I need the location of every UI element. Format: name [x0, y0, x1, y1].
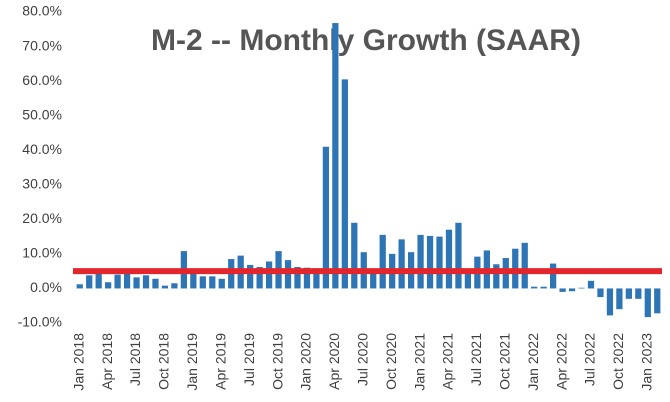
y-tick-label: 20.0%	[22, 210, 62, 226]
bar	[455, 222, 462, 289]
x-tick-label: Oct 2020	[383, 333, 399, 390]
x-tick-label: Oct 2018	[156, 333, 172, 390]
bar	[625, 288, 632, 299]
bar	[114, 274, 121, 289]
x-tick-label: Jan 2019	[184, 333, 200, 391]
bar	[417, 234, 424, 289]
bar	[540, 286, 547, 289]
x-tick-label: Jul 2020	[354, 333, 370, 386]
bar	[521, 242, 528, 289]
x-tick-label: Apr 2019	[212, 333, 228, 390]
x-tick-label: Jul 2018	[127, 333, 143, 386]
bar	[322, 146, 330, 289]
bar	[654, 288, 661, 314]
x-tick-label: Oct 2019	[269, 333, 285, 390]
bar	[95, 273, 102, 289]
x-tick-label: Oct 2022	[610, 333, 626, 390]
bar	[578, 287, 585, 289]
bar	[370, 272, 377, 289]
bar	[341, 79, 348, 289]
y-tick-label: 30.0%	[22, 175, 62, 191]
bar	[265, 261, 273, 289]
bar	[332, 23, 339, 289]
bar	[247, 264, 254, 289]
bar	[199, 276, 206, 289]
x-tick-label: Apr 2018	[99, 333, 115, 390]
x-tick-label: Jan 2018	[70, 333, 86, 391]
bar	[559, 288, 566, 292]
bar	[379, 234, 386, 289]
bar	[152, 278, 159, 289]
bar	[190, 269, 197, 289]
x-tick-label: Jan 2020	[298, 333, 314, 391]
bar	[493, 264, 500, 289]
bar	[426, 235, 434, 289]
bar	[133, 277, 140, 289]
bar	[303, 267, 311, 289]
y-tick-label: 10.0%	[22, 245, 62, 261]
bar	[436, 236, 443, 289]
bar	[294, 267, 301, 289]
x-tick-label: Jan 2023	[639, 333, 655, 391]
x-tick-label: Jul 2022	[582, 333, 598, 386]
x-tick-label: Jan 2022	[525, 333, 541, 391]
y-tick-label: -10.0%	[18, 314, 62, 330]
y-tick-label: 60.0%	[22, 72, 62, 88]
y-tick-label: 80.0%	[22, 3, 62, 19]
x-tick-label: Apr 2022	[553, 333, 569, 390]
y-tick-label: 40.0%	[22, 141, 62, 157]
bar	[86, 275, 93, 289]
x-tick-label: Oct 2021	[496, 333, 512, 390]
bar	[531, 286, 538, 289]
bar	[587, 280, 595, 289]
bar	[606, 288, 614, 316]
bar	[218, 278, 225, 289]
bar	[351, 222, 358, 289]
bar	[105, 282, 112, 289]
bar	[635, 288, 642, 299]
bar	[123, 272, 131, 289]
bar	[644, 288, 651, 318]
bar	[256, 267, 263, 289]
bar	[398, 239, 405, 289]
bar	[549, 263, 557, 289]
bar	[284, 260, 292, 289]
x-tick-label: Apr 2021	[440, 333, 456, 390]
x-tick-label: Apr 2020	[326, 333, 342, 390]
bar	[616, 288, 623, 310]
chart-title: M-2 -- Monthly Growth (SAAR)	[151, 24, 581, 57]
bar	[209, 276, 216, 289]
x-tick-label: Jul 2019	[241, 333, 257, 386]
y-tick-label: 50.0%	[22, 106, 62, 122]
bar	[464, 271, 472, 289]
bar	[142, 275, 150, 289]
x-tick-label: Jan 2021	[411, 333, 427, 391]
bar	[445, 229, 453, 289]
bar	[568, 288, 576, 292]
bar	[597, 288, 604, 298]
y-tick-label: 70.0%	[22, 37, 62, 53]
bar	[171, 283, 178, 289]
bar	[161, 285, 169, 289]
bar	[313, 268, 320, 289]
bar	[76, 284, 83, 289]
x-tick-label: Jul 2021	[468, 333, 484, 386]
y-tick-label: 0.0%	[30, 279, 62, 295]
